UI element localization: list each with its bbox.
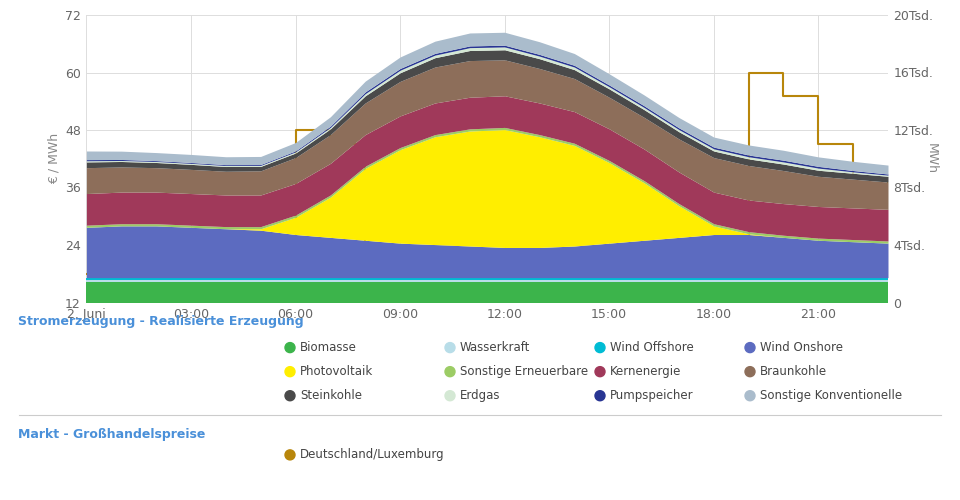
Text: Photovoltaik: Photovoltaik xyxy=(300,365,373,378)
Circle shape xyxy=(595,390,605,400)
Circle shape xyxy=(595,366,605,376)
Circle shape xyxy=(285,342,295,352)
Y-axis label: MWh: MWh xyxy=(924,143,938,174)
Circle shape xyxy=(445,366,455,376)
Y-axis label: € / MWh: € / MWh xyxy=(48,133,60,184)
Text: Markt - Großhandelspreise: Markt - Großhandelspreise xyxy=(18,428,205,442)
Circle shape xyxy=(595,342,605,352)
Circle shape xyxy=(285,366,295,376)
Text: Wind Onshore: Wind Onshore xyxy=(760,341,843,354)
Text: Stromerzeugung - Realisierte Erzeugung: Stromerzeugung - Realisierte Erzeugung xyxy=(18,315,303,328)
Text: Kernenergie: Kernenergie xyxy=(610,365,682,378)
Text: Pumpspeicher: Pumpspeicher xyxy=(610,389,694,402)
Circle shape xyxy=(745,366,755,376)
Text: Biomasse: Biomasse xyxy=(300,341,357,354)
Text: Sonstige Erneuerbare: Sonstige Erneuerbare xyxy=(460,365,588,378)
Circle shape xyxy=(445,390,455,400)
Circle shape xyxy=(285,450,295,460)
Circle shape xyxy=(445,342,455,352)
Text: Sonstige Konventionelle: Sonstige Konventionelle xyxy=(760,389,902,402)
Text: Braunkohle: Braunkohle xyxy=(760,365,828,378)
Text: Steinkohle: Steinkohle xyxy=(300,389,362,402)
Text: Wasserkraft: Wasserkraft xyxy=(460,341,530,354)
Circle shape xyxy=(745,390,755,400)
Text: Deutschland/Luxemburg: Deutschland/Luxemburg xyxy=(300,448,444,462)
Text: Erdgas: Erdgas xyxy=(460,389,500,402)
Text: Wind Offshore: Wind Offshore xyxy=(610,341,694,354)
Circle shape xyxy=(285,390,295,400)
Circle shape xyxy=(745,342,755,352)
